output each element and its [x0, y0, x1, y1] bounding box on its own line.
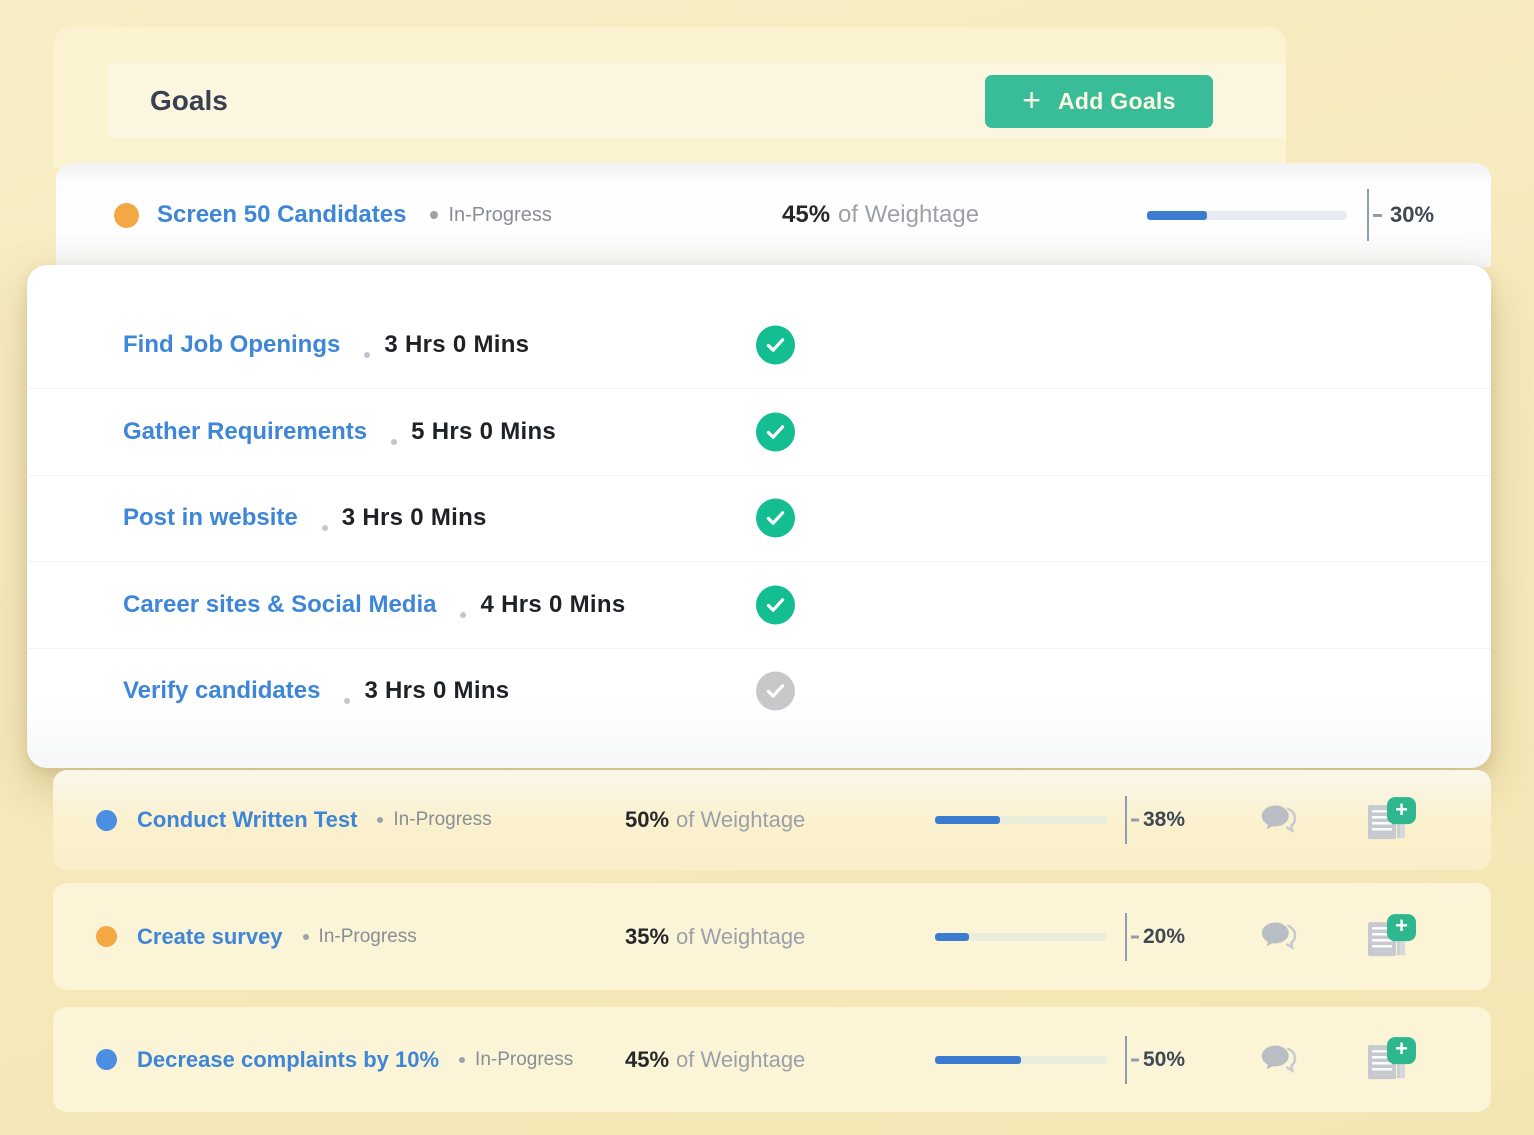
plus-icon: +: [1022, 82, 1041, 118]
check-icon: [766, 684, 785, 699]
progress-divider: [1125, 796, 1127, 844]
separator-dot-icon: [344, 698, 351, 705]
task-row: Gather Requirements 5 Hrs 0 Mins: [27, 388, 1491, 474]
progress-bar-fill: [935, 932, 970, 941]
goal-title-link[interactable]: Create survey: [137, 923, 283, 949]
weightage-label: of Weightage: [676, 923, 806, 949]
goal-color-dot: [96, 1049, 117, 1070]
progress-bar-fill: [1147, 211, 1207, 220]
check-circle-icon[interactable]: [756, 412, 795, 452]
tasks-panel: Find Job Openings 3 Hrs 0 Mins Gather Re…: [27, 265, 1491, 768]
weightage-label: of Weightage: [676, 1046, 806, 1072]
progress-divider-tick: [1373, 214, 1382, 217]
weightage-value: 45%: [782, 201, 831, 228]
progress-bar: [935, 816, 1107, 824]
comments-icon[interactable]: [1259, 802, 1301, 838]
weightage-label: of Weightage: [838, 201, 980, 228]
progress-divider-tick: [1131, 935, 1139, 938]
weightage-value: 50%: [625, 807, 670, 832]
check-icon: [766, 598, 785, 612]
goal-title-link[interactable]: Decrease complaints by 10%: [137, 1046, 440, 1072]
goal-row-create-survey: Create survey In-Progress 35% of Weighta…: [53, 883, 1491, 990]
weightage-label: of Weightage: [676, 807, 806, 832]
goal-status-label: In-Progress: [318, 925, 417, 947]
plus-badge-icon: +: [1387, 1036, 1416, 1064]
add-goals-label: Add Goals: [1057, 88, 1176, 114]
task-duration: 3 Hrs 0 Mins: [384, 331, 530, 359]
progress-bar-fill: [935, 1055, 1021, 1064]
status-separator-dot: [459, 1056, 466, 1063]
page-title: Goals: [150, 84, 228, 116]
task-title-link[interactable]: Verify candidates: [123, 677, 321, 705]
separator-dot-icon: [391, 439, 398, 446]
weightage-value: 35%: [625, 923, 670, 949]
progress-bar: [935, 1055, 1107, 1064]
check-icon: [766, 511, 785, 526]
goal-status-label: In-Progress: [448, 203, 552, 226]
check-circle-icon[interactable]: [756, 671, 795, 711]
plus-badge-icon: +: [1387, 913, 1416, 941]
weightage-value: 45%: [625, 1046, 670, 1072]
goal-color-dot: [114, 202, 139, 228]
task-title-link[interactable]: Gather Requirements: [123, 418, 368, 446]
separator-dot-icon: [460, 611, 467, 618]
goal-row-conduct-written-test: Conduct Written Test In-Progress 50% of …: [53, 770, 1491, 870]
goal-color-dot: [96, 926, 117, 947]
task-row: Verify candidates 3 Hrs 0 Mins: [27, 647, 1491, 734]
goal-row-screen-candidates: Screen 50 Candidates In-Progress 45% of …: [56, 163, 1491, 267]
task-title-link[interactable]: Find Job Openings: [123, 331, 341, 359]
task-row: Post in website 3 Hrs 0 Mins: [27, 474, 1491, 561]
check-icon: [766, 338, 785, 352]
check-circle-icon[interactable]: [756, 498, 795, 538]
progress-percent: 50%: [1143, 1047, 1186, 1071]
progress-divider: [1367, 189, 1369, 241]
status-separator-dot: [430, 211, 439, 219]
goal-status-label: In-Progress: [393, 809, 492, 830]
progress-percent: 20%: [1143, 924, 1186, 948]
progress-bar: [1147, 211, 1347, 220]
comments-icon[interactable]: [1259, 1042, 1301, 1078]
status-separator-dot: [302, 933, 309, 940]
separator-dot-icon: [321, 525, 328, 532]
goal-status-label: In-Progress: [475, 1048, 574, 1070]
task-row: Career sites & Social Media 4 Hrs 0 Mins: [27, 561, 1491, 647]
task-duration: 3 Hrs 0 Mins: [341, 504, 487, 532]
progress-divider: [1125, 1035, 1127, 1084]
goal-title-link[interactable]: Conduct Written Test: [137, 807, 358, 832]
comments-icon[interactable]: [1259, 919, 1301, 955]
status-separator-dot: [377, 817, 384, 823]
progress-divider-tick: [1131, 1058, 1139, 1061]
task-row: Find Job Openings 3 Hrs 0 Mins: [27, 302, 1491, 388]
check-circle-icon[interactable]: [756, 585, 795, 625]
check-icon: [766, 425, 785, 439]
goals-card: Goals + Add Goals: [53, 27, 1286, 168]
plus-badge-icon: +: [1387, 797, 1416, 825]
goal-color-dot: [96, 809, 117, 831]
task-duration: 4 Hrs 0 Mins: [480, 590, 626, 618]
progress-divider: [1125, 912, 1127, 961]
progress-bar: [935, 932, 1107, 941]
add-note-icon[interactable]: +: [1368, 913, 1416, 958]
progress-bar-fill: [935, 816, 1001, 824]
progress-percent: 38%: [1143, 808, 1186, 831]
separator-dot-icon: [364, 352, 371, 359]
progress-percent: 30%: [1390, 202, 1435, 227]
task-list: Find Job Openings 3 Hrs 0 Mins Gather Re…: [27, 302, 1491, 734]
goal-row-decrease-complaints: Decrease complaints by 10% In-Progress 4…: [53, 1007, 1491, 1112]
progress-divider-tick: [1131, 818, 1139, 822]
add-goals-button[interactable]: + Add Goals: [985, 75, 1213, 128]
goal-title-link[interactable]: Screen 50 Candidates: [157, 201, 407, 228]
task-duration: 3 Hrs 0 Mins: [364, 677, 510, 705]
task-title-link[interactable]: Career sites & Social Media: [123, 590, 437, 618]
add-note-icon[interactable]: +: [1368, 1036, 1416, 1081]
check-circle-icon[interactable]: [756, 325, 795, 365]
add-note-icon[interactable]: +: [1368, 797, 1416, 841]
task-duration: 5 Hrs 0 Mins: [411, 418, 557, 446]
task-title-link[interactable]: Post in website: [123, 504, 298, 532]
